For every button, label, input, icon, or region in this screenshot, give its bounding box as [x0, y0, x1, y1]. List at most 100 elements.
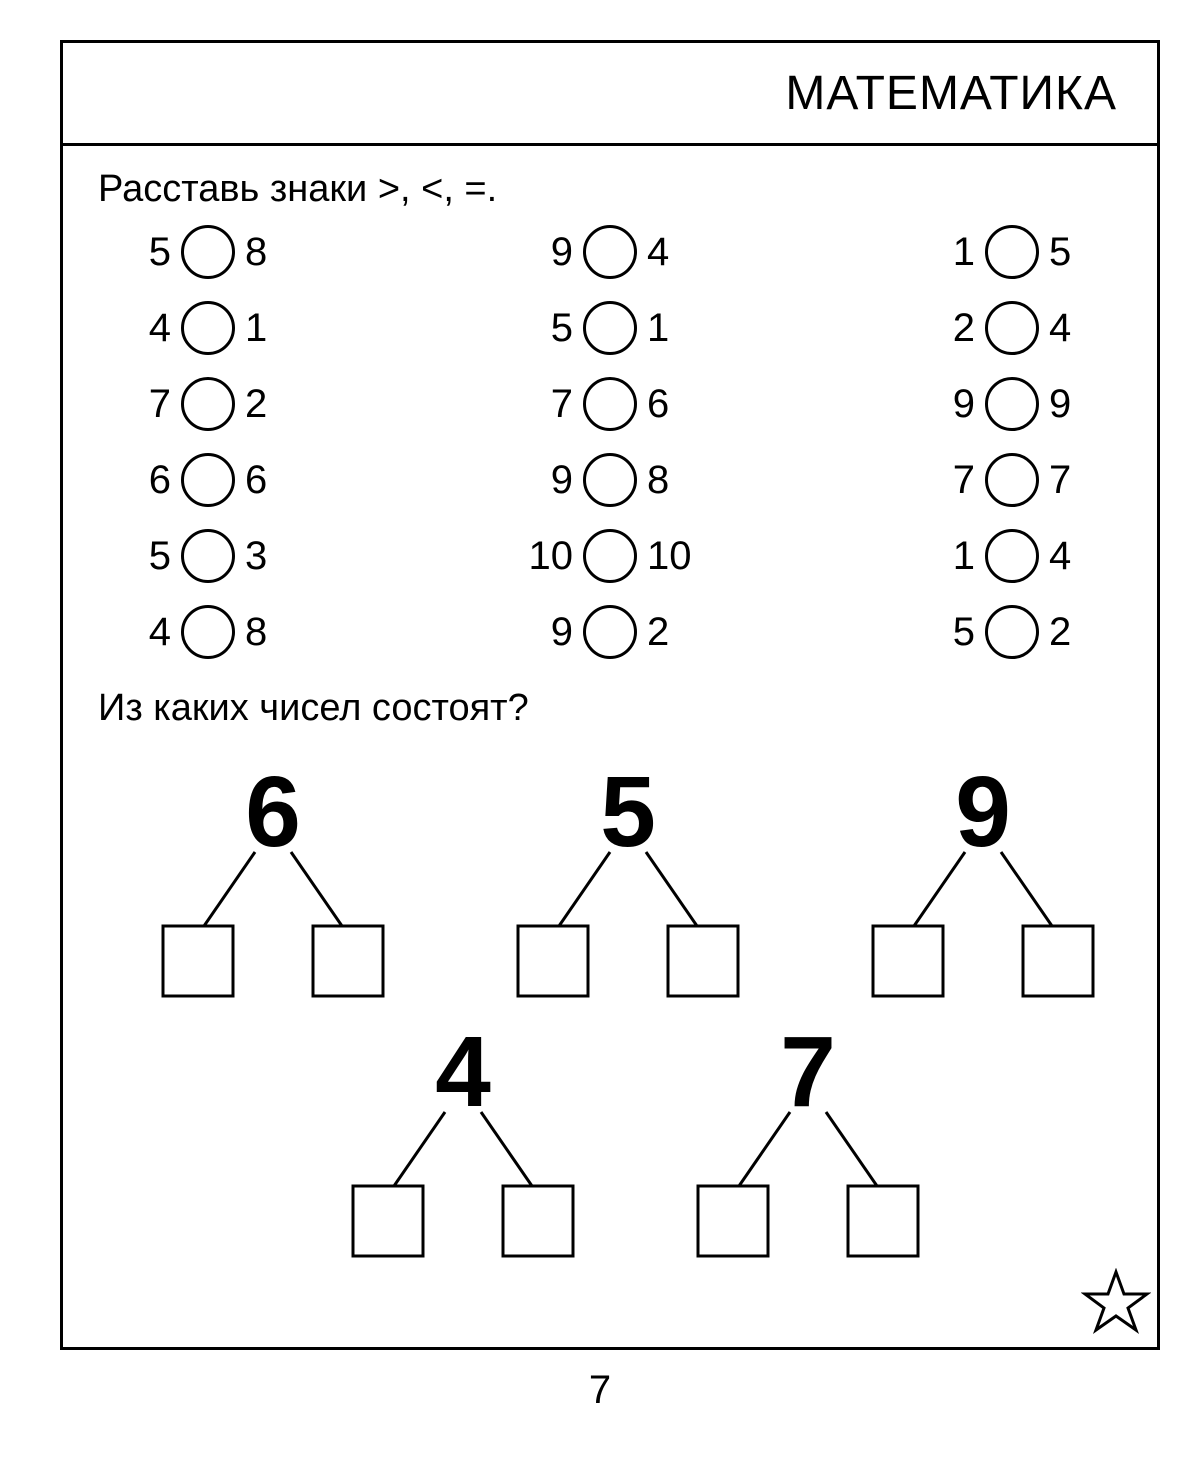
- answer-box-left[interactable]: [873, 926, 943, 996]
- comparison-item: 51: [525, 301, 695, 355]
- right-number: 2: [245, 384, 293, 424]
- right-number: 10: [647, 536, 695, 576]
- svg-text:5: 5: [600, 756, 656, 868]
- comparison-item: 72: [123, 377, 293, 431]
- left-number: 5: [927, 612, 975, 652]
- answer-circle[interactable]: [583, 301, 637, 355]
- right-number: 2: [647, 612, 695, 652]
- right-number: 8: [245, 612, 293, 652]
- left-number: 5: [123, 232, 171, 272]
- left-number: 9: [525, 460, 573, 500]
- answer-circle[interactable]: [583, 529, 637, 583]
- answer-circle[interactable]: [583, 605, 637, 659]
- answer-circle[interactable]: [583, 453, 637, 507]
- right-number: 4: [1049, 308, 1097, 348]
- answer-circle[interactable]: [181, 377, 235, 431]
- answer-circle[interactable]: [985, 225, 1039, 279]
- right-number: 8: [647, 460, 695, 500]
- left-number: 9: [927, 384, 975, 424]
- right-number: 8: [245, 232, 293, 272]
- left-number: 9: [525, 232, 573, 272]
- page-number: 7: [0, 1368, 1200, 1413]
- page-title: МАТЕМАТИКА: [785, 66, 1117, 121]
- answer-box-left[interactable]: [163, 926, 233, 996]
- answer-box-left[interactable]: [698, 1186, 768, 1256]
- left-number: 1: [927, 232, 975, 272]
- answer-circle[interactable]: [181, 301, 235, 355]
- answer-box-right[interactable]: [848, 1186, 918, 1256]
- worksheet-page: МАТЕМАТИКА Расставь знаки >, <, =. 58417…: [60, 40, 1160, 1350]
- left-number: 7: [525, 384, 573, 424]
- right-number: 4: [647, 232, 695, 272]
- left-number: 9: [525, 612, 573, 652]
- comparison-item: 66: [123, 453, 293, 507]
- answer-circle[interactable]: [583, 225, 637, 279]
- right-number: 1: [647, 308, 695, 348]
- answer-box-right[interactable]: [313, 926, 383, 996]
- answer-circle[interactable]: [181, 453, 235, 507]
- answer-box-right[interactable]: [668, 926, 738, 996]
- comparison-column-3: 152499771452: [927, 225, 1097, 659]
- svg-text:9: 9: [955, 756, 1011, 868]
- comparison-item: 98: [525, 453, 695, 507]
- comparison-column-2: 94517698101092: [525, 225, 695, 659]
- comparison-item: 48: [123, 605, 293, 659]
- left-number: 7: [927, 460, 975, 500]
- comparison-item: 92: [525, 605, 695, 659]
- header: МАТЕМАТИКА: [63, 43, 1157, 146]
- comparison-item: 14: [927, 529, 1097, 583]
- number-bond: 4: [343, 1010, 583, 1260]
- answer-box-right[interactable]: [503, 1186, 573, 1256]
- comparison-column-1: 584172665348: [123, 225, 293, 659]
- answer-circle[interactable]: [985, 605, 1039, 659]
- answer-circle[interactable]: [985, 377, 1039, 431]
- left-number: 5: [123, 536, 171, 576]
- comparison-item: 15: [927, 225, 1097, 279]
- number-bond: 7: [688, 1010, 928, 1260]
- svg-text:4: 4: [435, 1016, 491, 1128]
- right-number: 2: [1049, 612, 1097, 652]
- left-number: 4: [123, 612, 171, 652]
- answer-box-right[interactable]: [1023, 926, 1093, 996]
- answer-box-left[interactable]: [353, 1186, 423, 1256]
- comparison-item: 52: [927, 605, 1097, 659]
- number-bonds-area: 6 5 9 4 7: [98, 730, 1107, 1290]
- answer-circle[interactable]: [181, 225, 235, 279]
- number-bond: 6: [153, 750, 393, 1000]
- left-number: 6: [123, 460, 171, 500]
- comparison-item: 76: [525, 377, 695, 431]
- comparison-item: 77: [927, 453, 1097, 507]
- answer-circle[interactable]: [181, 529, 235, 583]
- answer-circle[interactable]: [985, 453, 1039, 507]
- svg-text:6: 6: [245, 756, 301, 868]
- right-number: 7: [1049, 460, 1097, 500]
- answer-box-left[interactable]: [518, 926, 588, 996]
- right-number: 5: [1049, 232, 1097, 272]
- number-bond: 9: [863, 750, 1103, 1000]
- svg-text:7: 7: [780, 1016, 836, 1128]
- answer-circle[interactable]: [583, 377, 637, 431]
- right-number: 1: [245, 308, 293, 348]
- comparison-item: 41: [123, 301, 293, 355]
- comparison-item: 24: [927, 301, 1097, 355]
- exercise2-instruction: Из каких чисел состоят?: [98, 687, 1107, 730]
- answer-circle[interactable]: [985, 529, 1039, 583]
- answer-circle[interactable]: [181, 605, 235, 659]
- comparison-item: 99: [927, 377, 1097, 431]
- left-number: 1: [927, 536, 975, 576]
- comparison-item: 94: [525, 225, 695, 279]
- right-number: 6: [245, 460, 293, 500]
- answer-circle[interactable]: [985, 301, 1039, 355]
- star-icon: [1081, 1268, 1151, 1343]
- left-number: 5: [525, 308, 573, 348]
- comparison-item: 53: [123, 529, 293, 583]
- left-number: 2: [927, 308, 975, 348]
- left-number: 10: [525, 536, 573, 576]
- left-number: 7: [123, 384, 171, 424]
- content: Расставь знаки >, <, =. 584172665348 945…: [63, 146, 1157, 1290]
- comparison-item: 10 10: [525, 529, 695, 583]
- comparison-grid: 584172665348 94517698101092 152499771452: [98, 225, 1107, 659]
- right-number: 3: [245, 536, 293, 576]
- right-number: 6: [647, 384, 695, 424]
- right-number: 4: [1049, 536, 1097, 576]
